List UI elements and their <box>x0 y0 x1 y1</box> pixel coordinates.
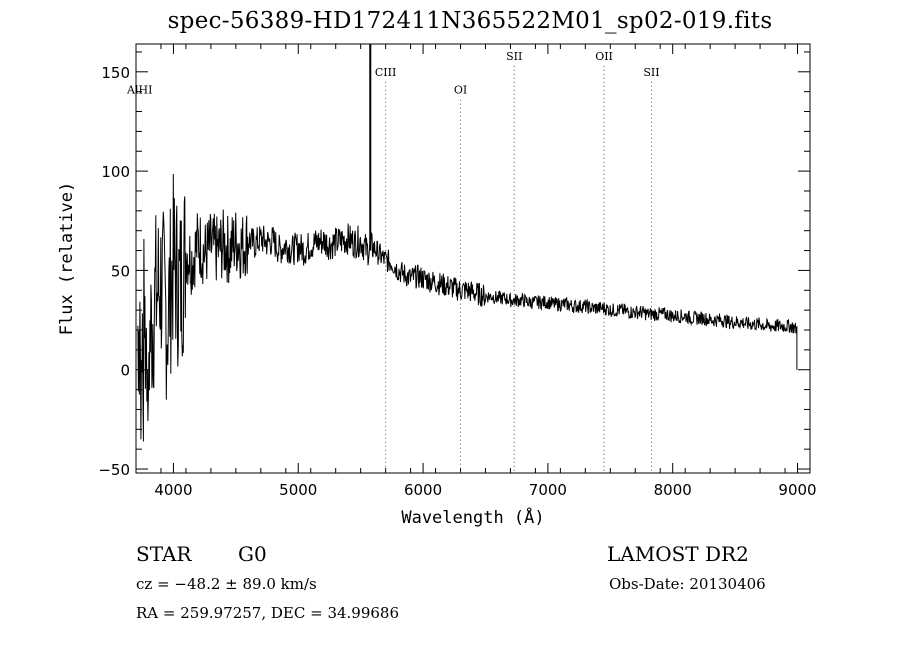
spectral-line-label: OII <box>595 50 613 63</box>
y-tick-label: −50 <box>98 461 130 479</box>
y-tick-label: 0 <box>120 362 130 380</box>
x-tick-label: 4000 <box>154 481 192 499</box>
spectral-line-label: SII <box>506 50 522 63</box>
y-axis-label: Flux (relative) <box>57 182 77 336</box>
spectral-line-label: CIII <box>375 66 396 79</box>
x-axis-label: Wavelength (Å) <box>401 506 544 528</box>
spectral-line-label: AlHI <box>126 84 152 97</box>
y-tick-label: 100 <box>101 163 130 181</box>
spectrum-line <box>137 173 798 442</box>
y-tick-label: 150 <box>101 64 130 82</box>
x-tick-label: 6000 <box>404 481 442 499</box>
x-tick-label: 8000 <box>654 481 692 499</box>
x-tick-label: 9000 <box>778 481 816 499</box>
spectral-line-label: SII <box>643 66 659 79</box>
plot-frame <box>135 43 811 474</box>
survey-label: LAMOST DR2 <box>607 542 749 566</box>
y-tick-label: 50 <box>111 262 130 280</box>
x-tick-label: 7000 <box>529 481 567 499</box>
x-tick-label: 5000 <box>279 481 317 499</box>
chart-title: spec-56389-HD172411N365522M01_sp02-019.f… <box>167 8 773 34</box>
spectral-line-label: OI <box>454 84 467 97</box>
class-label: STAR <box>136 542 192 566</box>
subclass-label: G0 <box>238 542 267 566</box>
cz-value: cz = −48.2 ± 89.0 km/s <box>136 575 317 593</box>
obs-date: Obs-Date: 20130406 <box>609 575 766 593</box>
ra-dec: RA = 259.97257, DEC = 34.99686 <box>136 604 400 622</box>
